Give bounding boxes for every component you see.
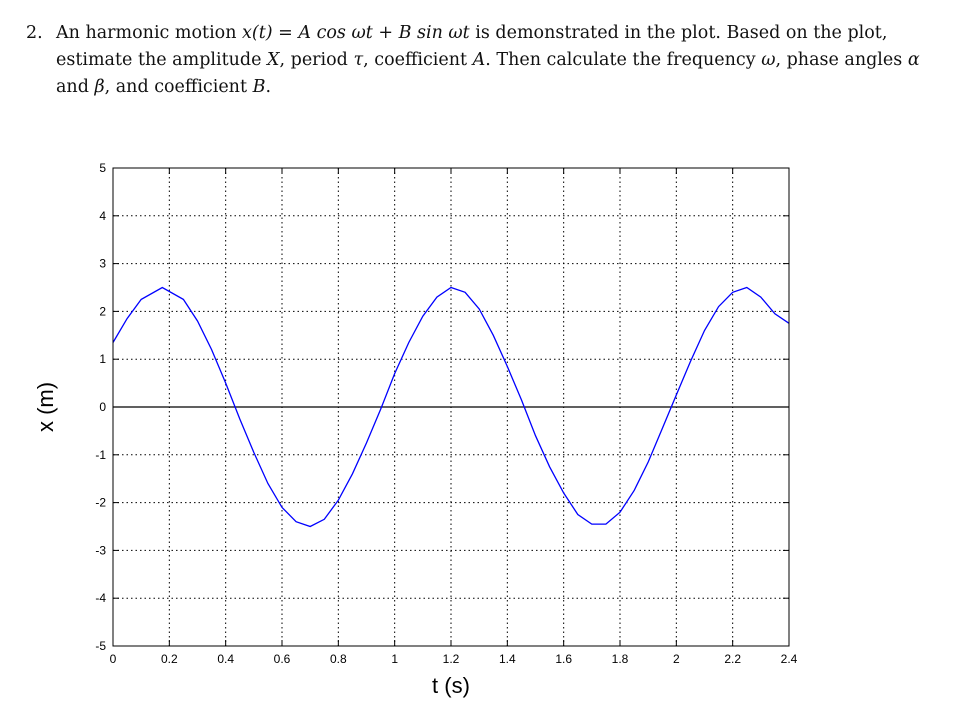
y-tick-label: -5 <box>95 639 106 653</box>
x-axis-title: t (s) <box>432 673 470 698</box>
x-tick-label: 1.4 <box>499 652 516 666</box>
x-tick-label: 0.6 <box>274 652 291 666</box>
y-tick-label: 0 <box>99 400 106 414</box>
x-tick-label: 2.4 <box>781 652 798 666</box>
y-tick-label: -3 <box>95 543 106 557</box>
y-tick-label: 5 <box>99 161 106 175</box>
x-tick-label: 2.2 <box>724 652 741 666</box>
problem-number: 2. <box>26 23 43 43</box>
y-tick-label: 3 <box>99 257 106 271</box>
text-segment: . <box>265 77 272 97</box>
text-segment: , and coefficient <box>104 77 253 97</box>
y-tick-label: -1 <box>95 448 106 462</box>
math-expression: α <box>907 50 920 70</box>
x-tick-label: 0.2 <box>161 652 178 666</box>
problem-text: An harmonic motion x(t) = A cos ωt + B s… <box>56 20 951 101</box>
math-expression: x(t) = A cos ωt + B sin ωt <box>242 23 470 43</box>
math-expression: X <box>267 50 280 70</box>
text-segment: , phase angles <box>775 50 908 70</box>
y-tick-label: 2 <box>99 304 106 318</box>
x-tick-label: 0.4 <box>217 652 234 666</box>
y-tick-label: 4 <box>99 209 106 223</box>
y-tick-label: -2 <box>95 496 106 510</box>
x-tick-label: 0 <box>110 652 117 666</box>
text-segment: . Then calculate the frequency <box>485 50 762 70</box>
x-tick-label: 1.8 <box>612 652 629 666</box>
y-axis-title: x (m) <box>33 382 58 432</box>
ticks <box>112 167 790 647</box>
problem-statement: 2. An harmonic motion x(t) = A cos ωt + … <box>26 20 951 101</box>
x-tick-label: 0.8 <box>330 652 347 666</box>
tick-labels: 0 0.2 0.4 0.6 0.8 1 1.2 1.4 1.6 1.8 2 2.2 2.4 -5 -4 -3 -… <box>95 161 797 666</box>
y-tick-label: -4 <box>95 591 106 605</box>
x-tick-label: 2 <box>673 652 680 666</box>
y-tick-label: 1 <box>99 352 106 366</box>
math-expression: B <box>252 77 266 97</box>
x-tick-label: 1 <box>391 652 398 666</box>
series-line <box>112 286 790 528</box>
text-segment: is demonstrated in the plot. Based on th… <box>56 23 888 70</box>
math-expression: ω <box>761 50 776 70</box>
text-segment: , coefficient <box>363 50 473 70</box>
text-segment: and <box>56 77 95 97</box>
text-segment: An harmonic motion <box>56 23 243 43</box>
text-segment: , period <box>279 50 354 70</box>
x-tick-label: 1.2 <box>443 652 460 666</box>
x-tick-label: 1.6 <box>555 652 572 666</box>
math-expression: τ <box>353 50 364 70</box>
math-expression: A <box>472 50 486 70</box>
math-expression: β <box>94 77 105 97</box>
